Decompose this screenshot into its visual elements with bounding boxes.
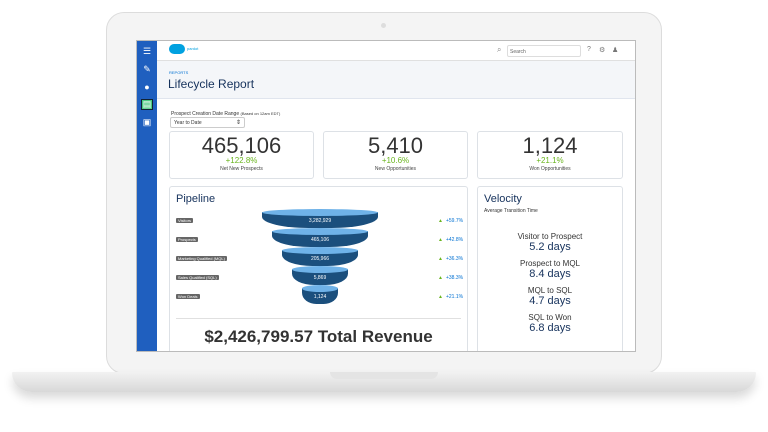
total-revenue: $2,426,799.57 Total Revenue [204, 327, 433, 346]
user-icon[interactable]: ♟ [612, 47, 619, 54]
date-range-select[interactable]: Year to Date ⇕ [170, 117, 245, 128]
funnel-value: 205,966 [310, 256, 330, 262]
funnel-change: ▲ +38.3% [438, 275, 463, 281]
funnel-rim [302, 285, 338, 292]
kpi-card: 465,106 +122.8% Net New Prospects [169, 131, 314, 179]
reports-icon[interactable]: ▤ [141, 99, 153, 110]
app-screen: ☰ ✎ ● ▤ ▣ pardot ⌕ Search ? ⚙ ♟ REPORTS … [136, 40, 636, 352]
funnel-value: 3,282,929 [308, 218, 332, 224]
funnel-rim [272, 228, 368, 235]
date-range-value: Year to Date [174, 120, 202, 126]
up-arrow-icon: ▲ [438, 218, 443, 224]
funnel-change: ▲ +36.3% [438, 256, 463, 262]
funnel-value: 5,869 [313, 275, 327, 281]
up-arrow-icon: ▲ [438, 256, 443, 262]
date-range-note: (Based on 12am EDT) [240, 111, 281, 116]
up-arrow-icon: ▲ [438, 237, 443, 243]
divider [176, 318, 461, 319]
velocity-days: 8.4 days [529, 268, 571, 280]
salesforce-logo [169, 44, 185, 54]
funnel-change-value: +21.1% [445, 294, 464, 300]
funnel-rim [292, 266, 348, 273]
search-icon: ⌕ [497, 45, 502, 54]
gear-icon[interactable]: ⚙ [599, 47, 606, 54]
kpi-value: 465,106 [201, 133, 282, 158]
funnel-stage-label: Marketing Qualified (MQL) [176, 256, 227, 261]
funnel-segment[interactable]: 205,966 [282, 247, 358, 266]
funnel-change-value: +59.7% [445, 218, 464, 224]
page-title: Lifecycle Report [168, 77, 255, 91]
product-name: pardot [187, 46, 199, 51]
kpi-label: Won Opportunities [529, 166, 571, 172]
funnel-change: ▲ +59.7% [438, 218, 463, 224]
sidebar: ☰ ✎ ● ▤ ▣ [137, 41, 157, 351]
laptop-notch [330, 372, 438, 379]
breadcrumb[interactable]: REPORTS [169, 70, 189, 75]
funnel-change-value: +36.3% [445, 256, 464, 262]
kpi-value: 1,124 [522, 133, 578, 158]
kpi-change: +122.8% [225, 156, 258, 165]
velocity-days: 4.7 days [529, 295, 571, 307]
velocity-card: Velocity Average Transition Time Visitor… [477, 186, 623, 351]
funnel-change: ▲ +42.8% [438, 237, 463, 243]
funnel-change-value: +42.8% [445, 237, 464, 243]
funnel-rim [262, 209, 378, 216]
users-icon[interactable]: ● [144, 82, 150, 92]
velocity-subtitle: Average Transition Time [484, 208, 538, 214]
funnel-stage-label: Visitors [176, 218, 194, 223]
funnel-segment[interactable]: 1,124 [302, 285, 338, 304]
date-range-label: Prospect Creation Date Range (Based on 1… [171, 111, 280, 117]
up-arrow-icon: ▲ [438, 294, 443, 300]
kpi-value: 5,410 [367, 133, 424, 158]
menu-icon[interactable]: ☰ [142, 46, 152, 56]
funnel-stage-label: Won Deals [176, 294, 200, 299]
velocity-stage: SQL to Won [528, 313, 572, 322]
velocity-days: 6.8 days [529, 322, 571, 334]
velocity-days: 5.2 days [529, 241, 571, 253]
funnel-change-value: +38.3% [445, 275, 464, 281]
date-range-label-text: Prospect Creation Date Range [171, 111, 240, 117]
kpi-change: +10.6% [381, 156, 410, 165]
wand-icon[interactable]: ✎ [143, 64, 151, 74]
kpi-card: 5,410 +10.6% New Opportunities [323, 131, 468, 179]
page-header: REPORTS Lifecycle Report [157, 61, 635, 99]
funnel-segment[interactable]: 3,282,929 [262, 209, 378, 228]
funnel-value: 465,106 [310, 237, 330, 243]
funnel-segment[interactable]: 5,869 [292, 266, 348, 285]
search-input[interactable]: Search [507, 45, 581, 57]
kpi-card: 1,124 +21.1% Won Opportunities [477, 131, 623, 179]
pipeline-title: Pipeline [176, 193, 216, 205]
velocity-title: Velocity [484, 193, 522, 205]
kpi-change: +21.1% [536, 156, 564, 165]
funnel-stage-label: Sales Qualified (SQL) [176, 275, 219, 280]
kpi-label: New Opportunities [374, 166, 417, 172]
funnel-segment[interactable]: 465,106 [272, 228, 368, 247]
select-arrows-icon: ⇕ [235, 120, 241, 126]
kpi-label: Net New Prospects [220, 166, 263, 172]
velocity-stage: Visitor to Prospect [517, 232, 583, 241]
briefcase-icon[interactable]: ▣ [142, 117, 152, 127]
funnel-rim [282, 247, 358, 254]
laptop-base [12, 372, 756, 392]
funnel-value: 1,124 [313, 294, 327, 300]
help-icon[interactable]: ? [587, 46, 591, 53]
funnel-change: ▲ +21.1% [438, 294, 463, 300]
pipeline-card: Pipeline Visitors 3,282,929 ▲ +59.7% Prosp… [169, 186, 468, 351]
velocity-stage: Prospect to MQL [519, 259, 581, 268]
top-bar: pardot ⌕ Search ? ⚙ ♟ [157, 41, 635, 61]
velocity-stage: MQL to SQL [527, 286, 573, 295]
camera [381, 23, 386, 28]
funnel-stage-label: Prospects [176, 237, 198, 242]
up-arrow-icon: ▲ [438, 275, 443, 281]
